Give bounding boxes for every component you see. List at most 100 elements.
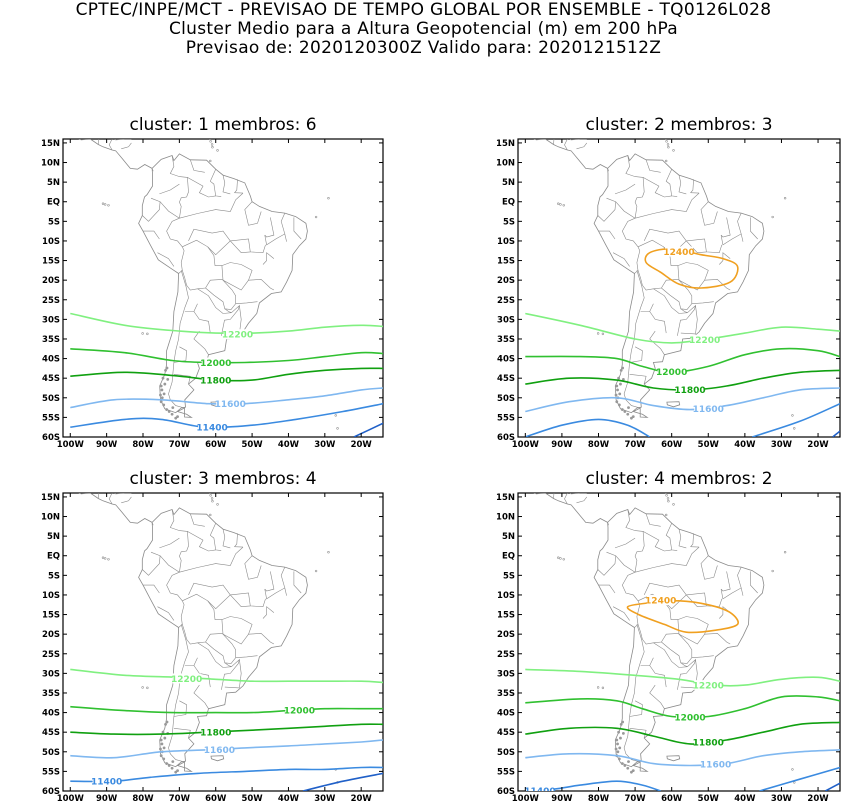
lon-label: 60W [661, 794, 683, 803]
political-border [222, 175, 231, 195]
lon-label: 70W [169, 794, 191, 803]
fjord-island-mark [617, 403, 621, 407]
fjord-island-mark [160, 388, 164, 392]
fjord-island-mark [619, 722, 623, 726]
contour-label-11800: 11800 [693, 739, 724, 749]
political-border [143, 230, 160, 240]
political-border [244, 201, 262, 226]
political-border [621, 217, 639, 247]
political-border [190, 159, 205, 173]
political-border [280, 566, 286, 588]
political-border [293, 571, 302, 594]
lat-label: 45S [497, 728, 515, 738]
political-border [640, 657, 654, 666]
political-border [719, 252, 731, 265]
political-border [197, 288, 232, 314]
fjord-island-mark [159, 747, 162, 751]
political-border [179, 546, 244, 573]
lat-label: 20S [42, 630, 60, 640]
lat-label: 55S [497, 413, 515, 423]
figure-title-line-1: CPTEC/INPE/MCT - PREVISAO DE TEMPO GLOBA… [75, 0, 772, 20]
political-border [678, 175, 687, 195]
political-border [179, 192, 244, 219]
lon-label: 80W [588, 440, 610, 450]
contour-label-bg [646, 595, 675, 606]
contour-11600 [70, 387, 383, 409]
small-island [146, 332, 149, 336]
political-border [720, 571, 731, 592]
political-border [649, 311, 667, 334]
political-border [637, 624, 679, 645]
lat-label: 50S [42, 748, 60, 758]
contour-12400 [626, 599, 739, 634]
political-border [598, 230, 616, 240]
contour-label-12000: 12000 [200, 359, 231, 369]
fjord-island-mark [170, 766, 174, 770]
lon-label: 60W [205, 794, 227, 803]
fjord-island-mark [615, 384, 619, 388]
political-border [221, 262, 253, 281]
fjord-island-mark [627, 760, 630, 763]
lat-label: 40S [42, 355, 60, 365]
panel-title: cluster: 2 membros: 3 [585, 115, 772, 135]
fjord-island-mark [614, 393, 618, 397]
fjord-island-mark [165, 720, 169, 724]
lat-label: 10N [41, 159, 60, 169]
fjord-island-mark [160, 742, 164, 746]
small-island [793, 427, 796, 430]
political-border [188, 228, 231, 242]
small-island [209, 140, 212, 143]
political-border [629, 700, 643, 717]
political-border [193, 684, 209, 709]
fjord-island-mark [167, 764, 171, 767]
map-frame [517, 492, 841, 792]
political-border [224, 686, 240, 689]
fjord-island-mark [160, 396, 164, 400]
lat-label: 5S [503, 571, 515, 581]
contour-label-12000: 12000 [674, 714, 705, 724]
lon-label: 80W [588, 794, 610, 803]
political-border [719, 606, 731, 619]
lat-label: 25S [42, 296, 60, 306]
lon-label: 30W [314, 794, 336, 803]
lat-label: 15N [496, 493, 515, 503]
political-border [168, 624, 189, 763]
political-border [173, 374, 191, 385]
fjord-island-mark [631, 415, 635, 419]
contour-label-bg [525, 785, 554, 791]
political-border [142, 555, 161, 576]
lat-label: 15N [41, 493, 60, 503]
contour-extra [825, 782, 840, 791]
political-border [653, 642, 688, 668]
fjord-island-mark [164, 722, 167, 726]
lat-label: 50S [497, 748, 515, 758]
contour-label-bg [223, 329, 252, 340]
political-border [197, 642, 232, 668]
contour-11800 [525, 721, 840, 745]
fjord-island-mark [176, 415, 179, 419]
political-border [677, 616, 709, 635]
fjord-island-mark [176, 769, 179, 773]
small-island [665, 140, 668, 143]
fjord-island-mark [162, 746, 166, 750]
fjord-island-mark [619, 368, 623, 372]
contour-label-11600: 11600 [700, 761, 731, 771]
south-america-coastline [593, 153, 765, 414]
fjord-island-mark [627, 406, 630, 409]
fjord-island-mark [618, 746, 622, 750]
small-island [216, 149, 219, 152]
small-island [665, 494, 668, 497]
small-island [141, 332, 144, 335]
fjord-island-mark [164, 368, 167, 372]
lon-label: 60W [205, 440, 227, 450]
small-island [101, 556, 105, 559]
political-border [108, 139, 113, 151]
political-border [690, 179, 700, 194]
contour-11600 [525, 749, 840, 767]
political-border [643, 228, 687, 242]
political-border [607, 522, 609, 526]
lat-label: 10S [42, 237, 60, 247]
political-border [661, 279, 693, 310]
small-island [107, 204, 110, 207]
fjord-island-mark [159, 400, 163, 404]
